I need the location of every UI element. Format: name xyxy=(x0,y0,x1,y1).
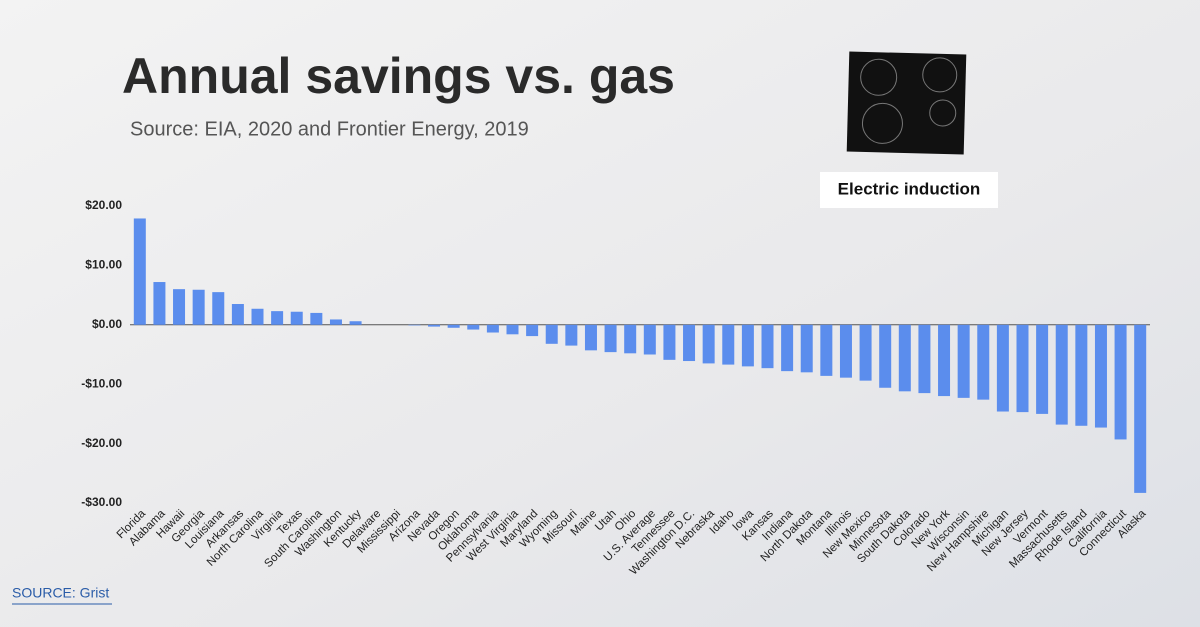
chart-subtitle: Source: EIA, 2020 and Frontier Energy, 2… xyxy=(130,118,529,140)
bar xyxy=(329,319,342,325)
bar xyxy=(192,289,205,325)
bar xyxy=(1114,324,1127,440)
bar xyxy=(467,324,480,330)
bar xyxy=(271,311,284,325)
bar xyxy=(153,282,166,325)
burner xyxy=(922,57,958,93)
bar xyxy=(702,324,715,364)
bar xyxy=(859,324,872,381)
bar xyxy=(526,324,539,337)
bar xyxy=(624,324,637,354)
bar xyxy=(1094,324,1107,428)
bar xyxy=(1075,324,1088,426)
bar xyxy=(604,324,617,353)
chart-title: Annual savings vs. gas xyxy=(122,48,675,104)
bar xyxy=(133,218,146,325)
bar xyxy=(938,324,951,397)
bar xyxy=(506,324,519,335)
bar xyxy=(251,308,264,325)
burner xyxy=(860,58,898,96)
y-tick-label: $20.00 xyxy=(85,198,122,212)
y-tick-label: -$20.00 xyxy=(81,436,122,450)
bar xyxy=(545,324,558,344)
bar xyxy=(310,312,323,325)
bar xyxy=(683,324,696,362)
bar xyxy=(761,324,774,369)
bar xyxy=(839,324,852,378)
bar xyxy=(428,324,441,327)
bar xyxy=(1016,324,1029,413)
bar xyxy=(231,304,244,325)
bar xyxy=(879,324,892,388)
bar xyxy=(781,324,794,372)
bar xyxy=(800,324,813,373)
bar xyxy=(290,311,303,325)
bar xyxy=(957,324,970,398)
bar xyxy=(898,324,911,392)
bar xyxy=(741,324,754,367)
bar xyxy=(212,292,225,325)
bar xyxy=(1036,324,1049,414)
bar xyxy=(1134,324,1147,493)
bar xyxy=(643,324,656,355)
burner xyxy=(929,99,957,127)
bar xyxy=(584,324,597,351)
cooktop-image xyxy=(846,51,967,155)
bar xyxy=(447,324,460,328)
bar xyxy=(565,324,578,346)
footer-source: SOURCE: Grist xyxy=(12,585,109,601)
bar xyxy=(173,289,186,325)
bar xyxy=(977,324,990,400)
y-tick-label: -$30.00 xyxy=(81,495,122,509)
bar xyxy=(349,321,362,325)
image-caption: Electric induction xyxy=(838,179,981,198)
bar xyxy=(918,324,931,394)
burner xyxy=(861,102,903,144)
y-tick-label: $10.00 xyxy=(85,258,122,272)
bar xyxy=(996,324,1009,412)
y-tick-label: -$10.00 xyxy=(81,376,122,390)
caption-box xyxy=(820,172,998,208)
bar xyxy=(663,324,676,360)
y-tick-label: $0.00 xyxy=(92,317,122,331)
bar xyxy=(408,324,421,326)
bar xyxy=(820,324,833,376)
bar xyxy=(486,324,499,333)
cooktop xyxy=(846,51,967,155)
bar xyxy=(1055,324,1068,425)
bar xyxy=(722,324,735,365)
